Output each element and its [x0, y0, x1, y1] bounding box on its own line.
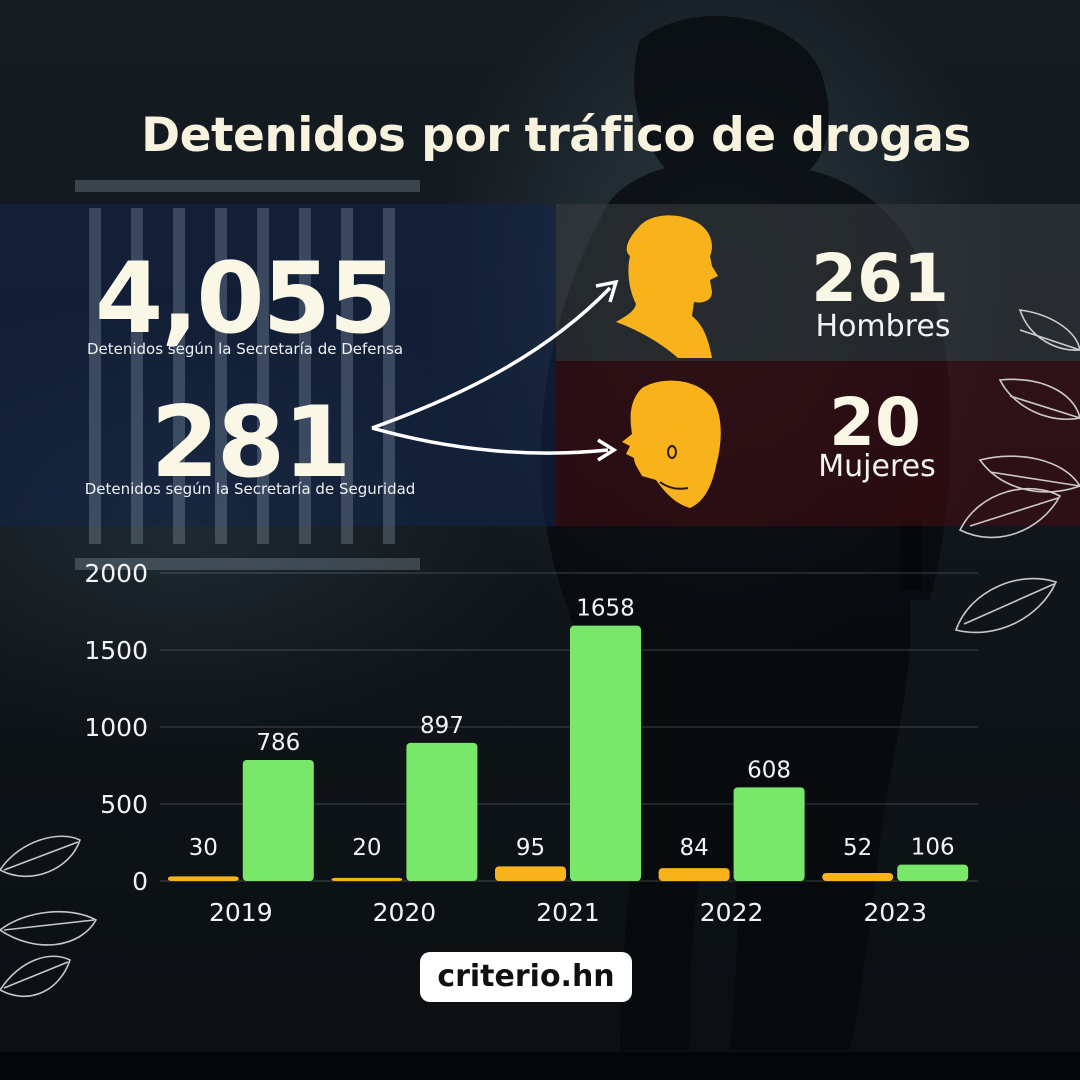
bar-chart: 0 500 1000 1500 2000 30 786 2019 20 897 2020 95 1658… [84, 559, 978, 927]
bar-data-label: 786 [256, 730, 300, 756]
defensa-count: 4,055 [95, 242, 397, 356]
leaf-decoration-icon [0, 835, 98, 998]
arrow-to-women-icon [371, 426, 618, 462]
bar [495, 866, 566, 881]
bar-data-label: 84 [679, 835, 708, 861]
bar-data-label: 95 [516, 835, 545, 861]
y-tick-label: 1500 [84, 636, 148, 665]
man-profile-icon [616, 215, 718, 358]
x-tick-label: 2021 [536, 898, 600, 927]
x-tick-label: 2019 [209, 898, 273, 927]
x-tick-label: 2023 [863, 898, 927, 927]
x-tick-label: 2020 [373, 898, 437, 927]
defensa-seguridad-panel [0, 204, 556, 526]
bar-data-label: 30 [189, 835, 218, 861]
defensa-label: Detenidos según la Secretaría de Defensa [86, 340, 404, 358]
women-count: 20 [829, 384, 921, 461]
seguridad-label: Detenidos según la Secretaría de Segurid… [84, 480, 416, 498]
woman-profile-icon [622, 380, 721, 508]
y-tick-label: 2000 [84, 559, 148, 588]
bar [167, 876, 239, 881]
labels: 0 500 1000 1500 2000 30 786 2019 20 897 2020 95 1658… [84, 559, 954, 927]
bar [897, 864, 969, 881]
bars [167, 625, 969, 881]
y-tick-label: 1000 [84, 713, 148, 742]
page-title: Detenidos por tráfico de drogas [141, 108, 971, 163]
women-label: Mujeres [818, 449, 936, 484]
bar-data-label: 608 [747, 757, 791, 783]
bar-data-label: 1658 [576, 596, 635, 622]
arrow-to-men-icon [371, 279, 619, 430]
men-label: Hombres [815, 309, 951, 344]
y-tick-label: 0 [132, 867, 148, 896]
bar [822, 872, 894, 881]
bar-data-label: 20 [352, 835, 381, 861]
brand-badge: criterio.hn [420, 952, 632, 1002]
bar-data-label: 52 [843, 835, 872, 861]
bar-data-label: 897 [420, 713, 464, 739]
bar [242, 759, 314, 881]
bar [658, 868, 730, 881]
men-count: 261 [811, 240, 949, 317]
bar [733, 787, 805, 881]
bar [406, 742, 478, 881]
leaf-decoration-icon [954, 309, 1080, 634]
bar [570, 625, 641, 881]
x-tick-label: 2022 [700, 898, 764, 927]
jail-bars-icon [75, 180, 420, 570]
bar-data-label: 106 [911, 835, 955, 861]
y-tick-label: 500 [100, 790, 148, 819]
bottom-strip [0, 1052, 1080, 1080]
bar [331, 877, 403, 881]
seguridad-count: 281 [150, 386, 352, 500]
